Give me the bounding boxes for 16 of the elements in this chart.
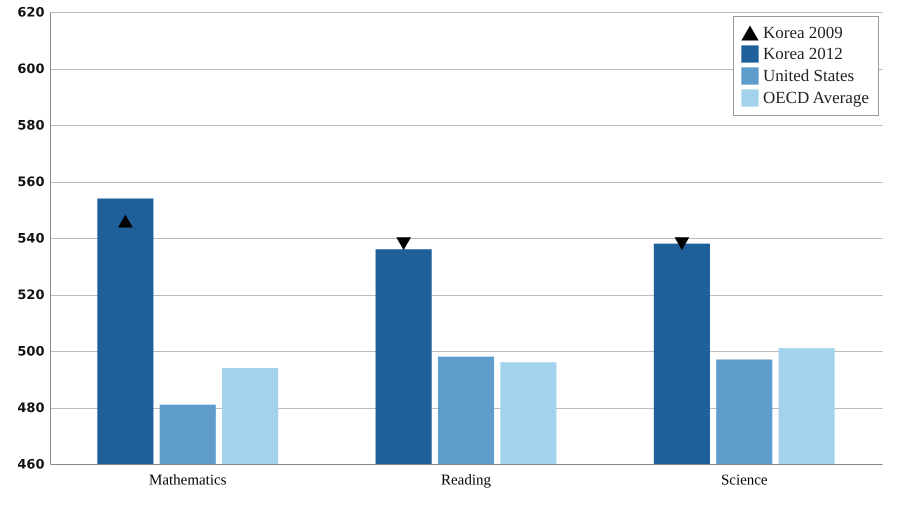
x-tick-label: Science	[720, 472, 768, 488]
y-tick-label: 540	[17, 232, 44, 246]
y-tick-label: 560	[17, 175, 44, 190]
legend-label: United States	[763, 66, 854, 85]
y-tick-label: 480	[17, 401, 44, 416]
y-tick-label: 580	[17, 118, 44, 134]
y-tick-label: 620	[17, 6, 44, 20]
x-tick-label: Mathematics	[148, 472, 227, 488]
legend-label: Korea 2012	[763, 44, 843, 63]
legend-label: OECD Average	[763, 88, 869, 107]
y-tick-label: 520	[17, 288, 44, 303]
y-tick-label: 600	[17, 62, 44, 77]
x-tick-label: Reading	[441, 472, 492, 488]
y-tick-label: 460	[17, 458, 44, 472]
y-tick-label: 500	[17, 344, 44, 360]
legend-label: Korea 2009	[763, 23, 843, 42]
